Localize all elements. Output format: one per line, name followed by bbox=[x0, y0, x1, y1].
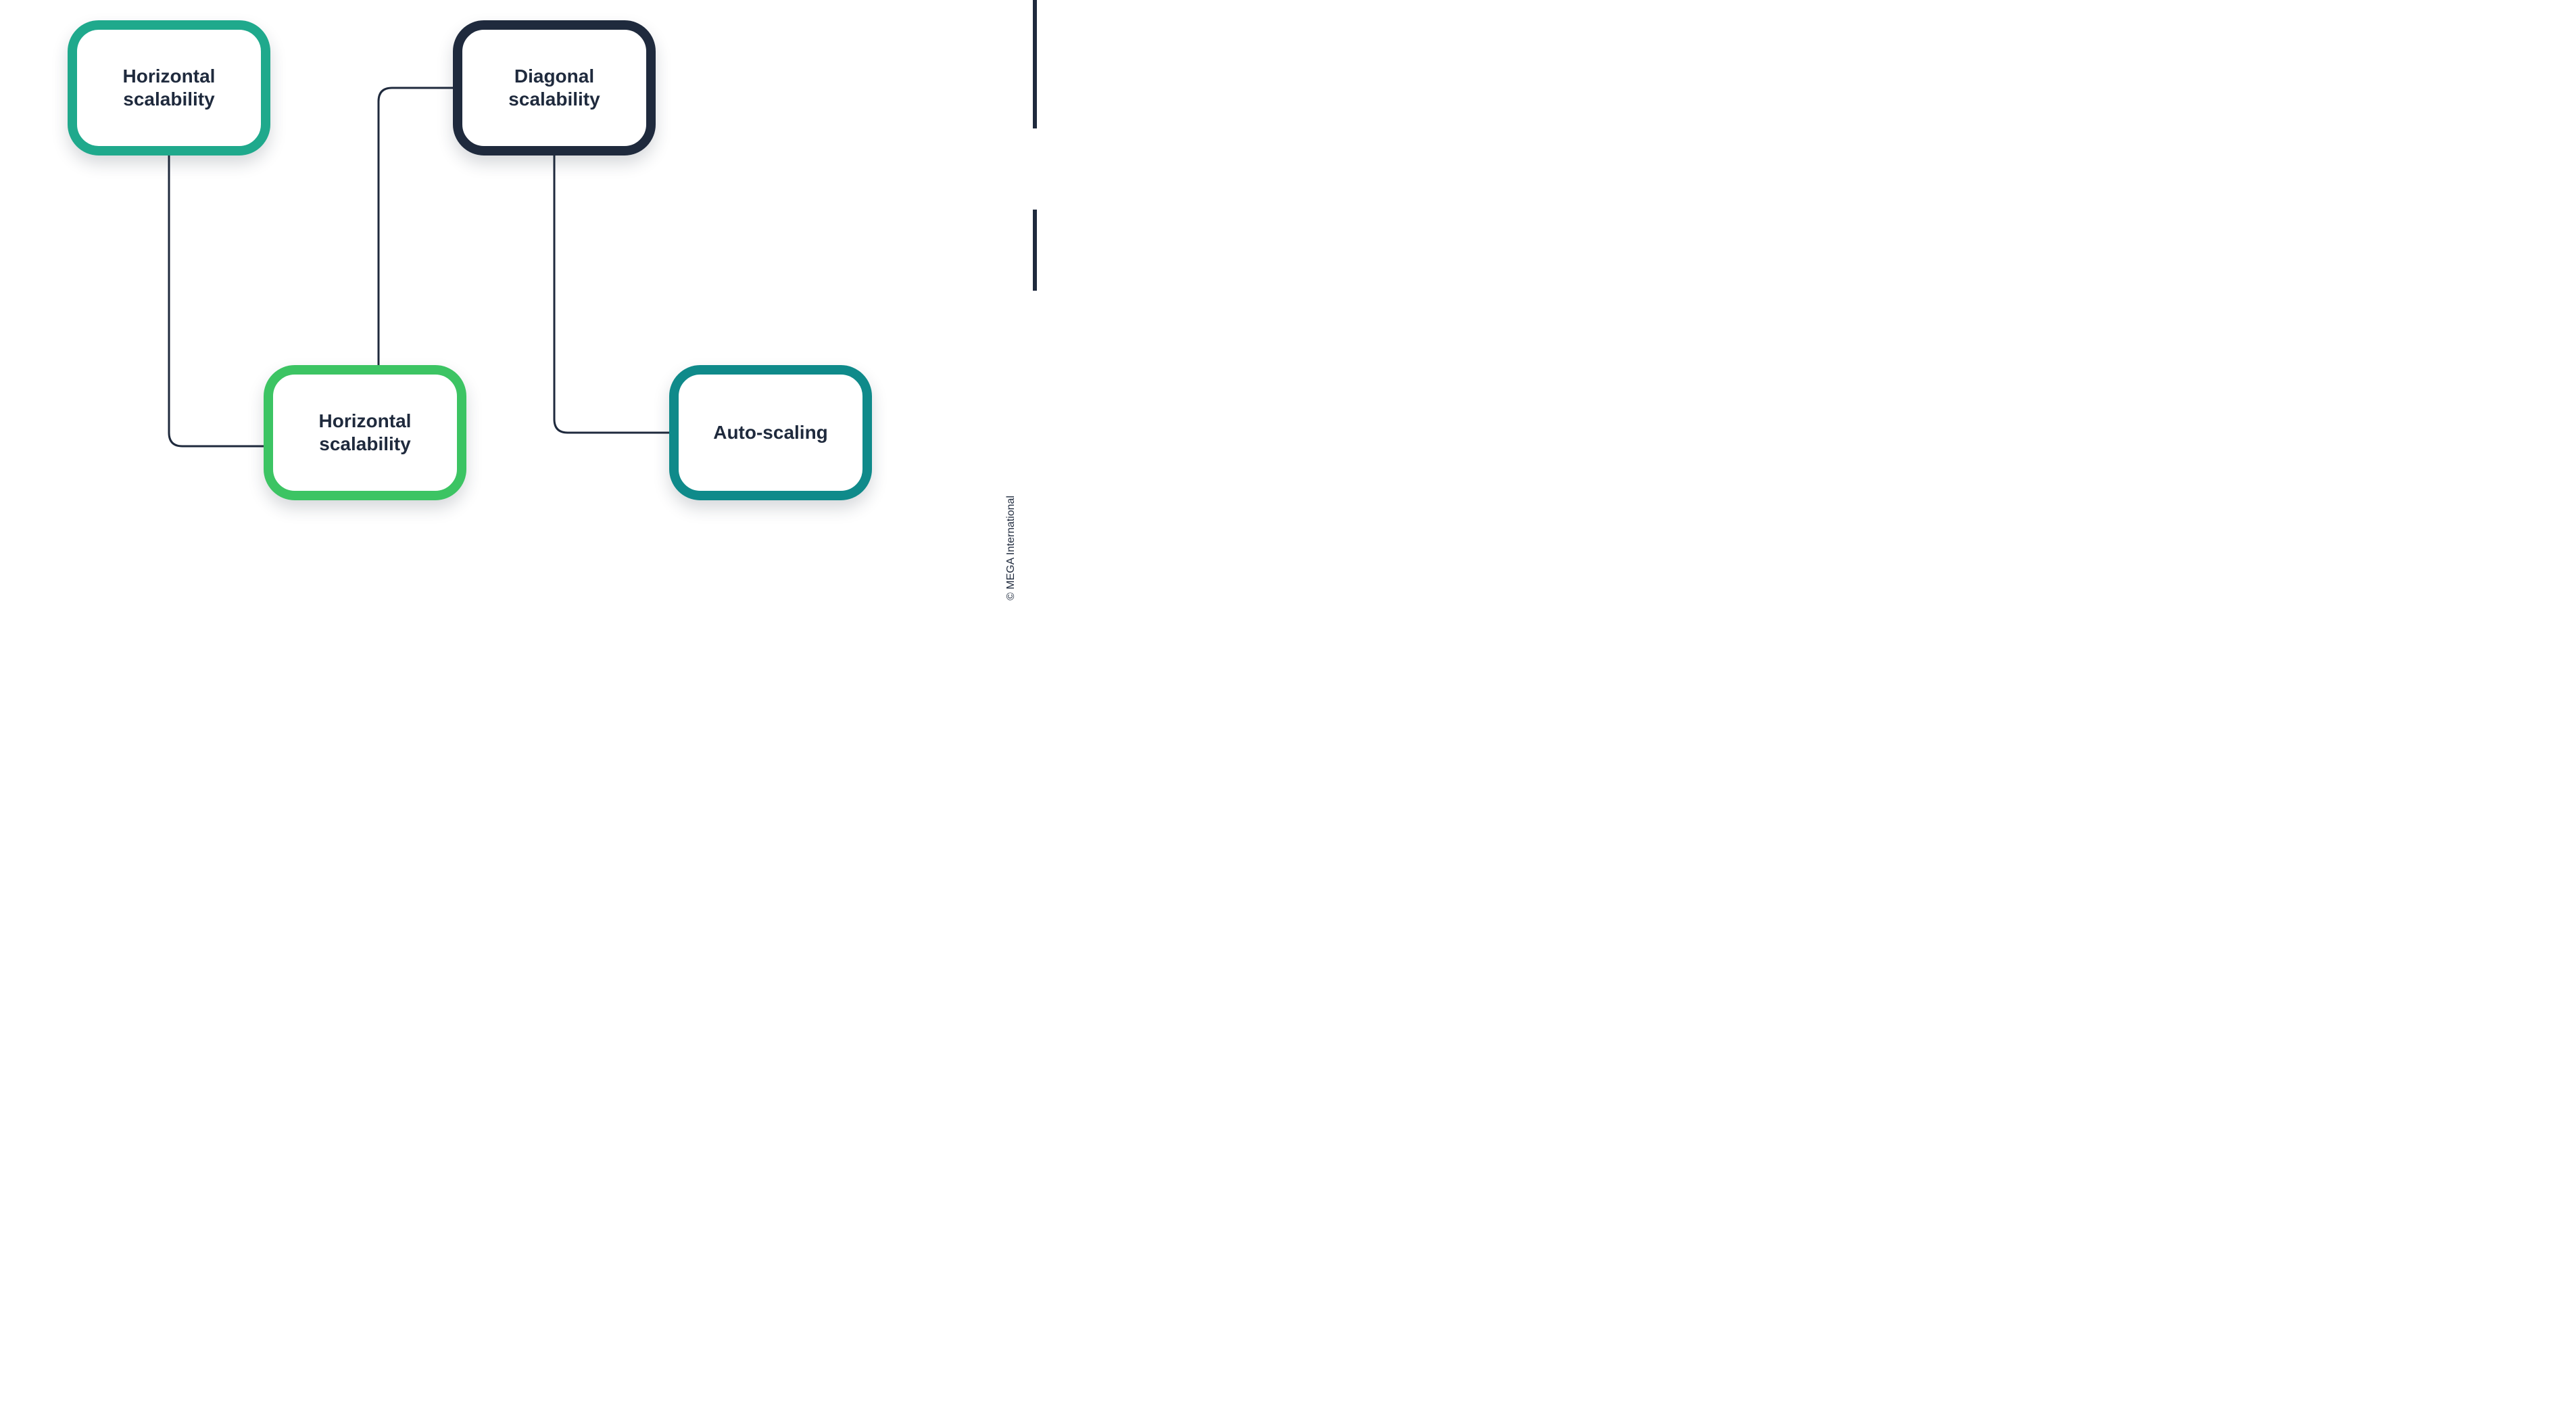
right-bar-1 bbox=[1033, 210, 1037, 291]
node-n2: Diagonal scalability bbox=[453, 20, 656, 155]
edge-n1-n3 bbox=[169, 155, 264, 446]
node-n3: Horizontal scalability bbox=[264, 365, 466, 500]
copyright-text: © MEGA International bbox=[1005, 496, 1017, 600]
right-bar-0 bbox=[1033, 0, 1037, 128]
edge-n2-n4 bbox=[554, 155, 669, 433]
node-n4: Auto-scaling bbox=[669, 365, 872, 500]
diagram-canvas: Horizontal scalability Diagonal scalabili… bbox=[0, 0, 1038, 570]
node-n1: Horizontal scalability bbox=[68, 20, 270, 155]
